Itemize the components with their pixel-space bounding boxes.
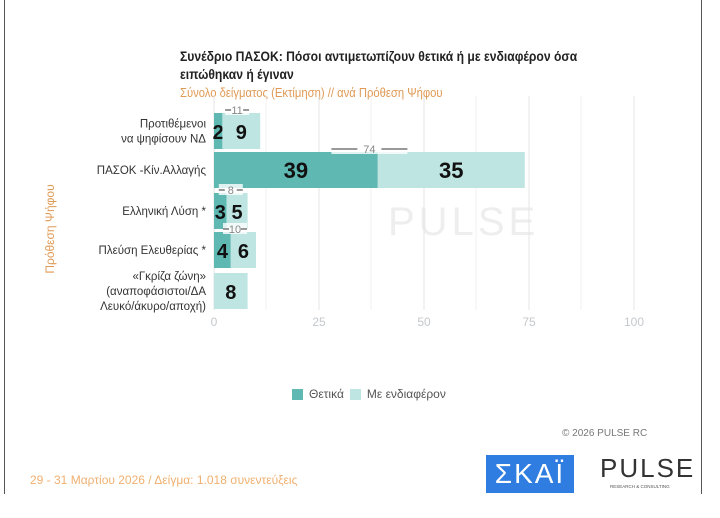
frame — [4, 0, 702, 494]
data-label: 39 — [284, 158, 308, 183]
x-tick-label: 75 — [522, 315, 536, 329]
data-label: 4 — [217, 241, 229, 263]
x-tick-label: 0 — [211, 315, 218, 329]
total-label-bg — [225, 104, 250, 115]
legend: Θετικά Με ενδιαφέρον — [292, 387, 446, 401]
data-label: 6 — [238, 241, 249, 263]
bar-interest — [226, 193, 248, 229]
total-label: 11 — [231, 105, 242, 117]
legend-label-positive: Θετικά — [309, 387, 344, 401]
bar-positive — [214, 232, 231, 268]
total-label: 10 — [229, 224, 241, 236]
legend-swatch-positive — [292, 388, 303, 400]
x-tick-label: 100 — [624, 315, 644, 329]
pulse-logo: PULSE RESEARCH & CONSULTING — [600, 453, 696, 489]
legend-swatch-interest — [349, 388, 361, 400]
category-label: Ελληνική Λύση * — [122, 206, 206, 218]
bar-interest — [222, 113, 261, 149]
chart-subtitle: Σύνολο δείγματος (Εκτίμηση) // ανά Πρόθε… — [180, 86, 443, 100]
data-label: 35 — [439, 158, 463, 183]
total-label: 8 — [228, 185, 234, 197]
copyright: © 2026 PULSE RC — [562, 428, 648, 439]
total-label-bg — [331, 143, 408, 154]
bar-interest — [214, 273, 248, 309]
x-tick-label: 25 — [312, 315, 326, 329]
total-label: 74 — [363, 144, 375, 156]
total-label-bg — [223, 223, 247, 234]
pulse-watermark: PULSE — [388, 200, 540, 244]
data-label: 5 — [232, 202, 243, 224]
bar-interest — [377, 152, 525, 188]
data-label: 8 — [225, 282, 236, 304]
category-label: «Γκρίζα ζώνη» (αναποφάσιστοι/ΔΑ Λευκό/άκυρ… — [100, 271, 206, 313]
data-label: 3 — [215, 202, 226, 224]
category-label: ΠΑΣΟΚ -Κίν.Αλλαγής — [97, 165, 207, 177]
category-label: Πλεύση Ελευθερίας * — [99, 245, 207, 257]
x-tick-label: 50 — [417, 315, 431, 329]
legend-label-interest: Με ενδιαφέρον — [366, 387, 446, 401]
footer-note: 29 - 31 Μαρτίου 2026 / Δείγμα: 1.018 συν… — [30, 473, 298, 487]
bar-positive — [214, 152, 378, 188]
data-label: 2 — [213, 122, 224, 144]
category-label: Προτιθέμενοι να ψηφίσουν ΝΔ — [121, 119, 206, 146]
skai-logo: ΣΚΑΪ — [486, 455, 574, 493]
bar-positive — [214, 193, 227, 229]
data-label: 9 — [236, 122, 247, 144]
chart-title: Συνέδριο ΠΑΣΟΚ: Πόσοι αντιμετωπίζουν θετ… — [180, 49, 578, 82]
bar-interest — [230, 232, 256, 268]
total-label-bg — [218, 184, 243, 195]
bar-positive — [214, 113, 223, 149]
